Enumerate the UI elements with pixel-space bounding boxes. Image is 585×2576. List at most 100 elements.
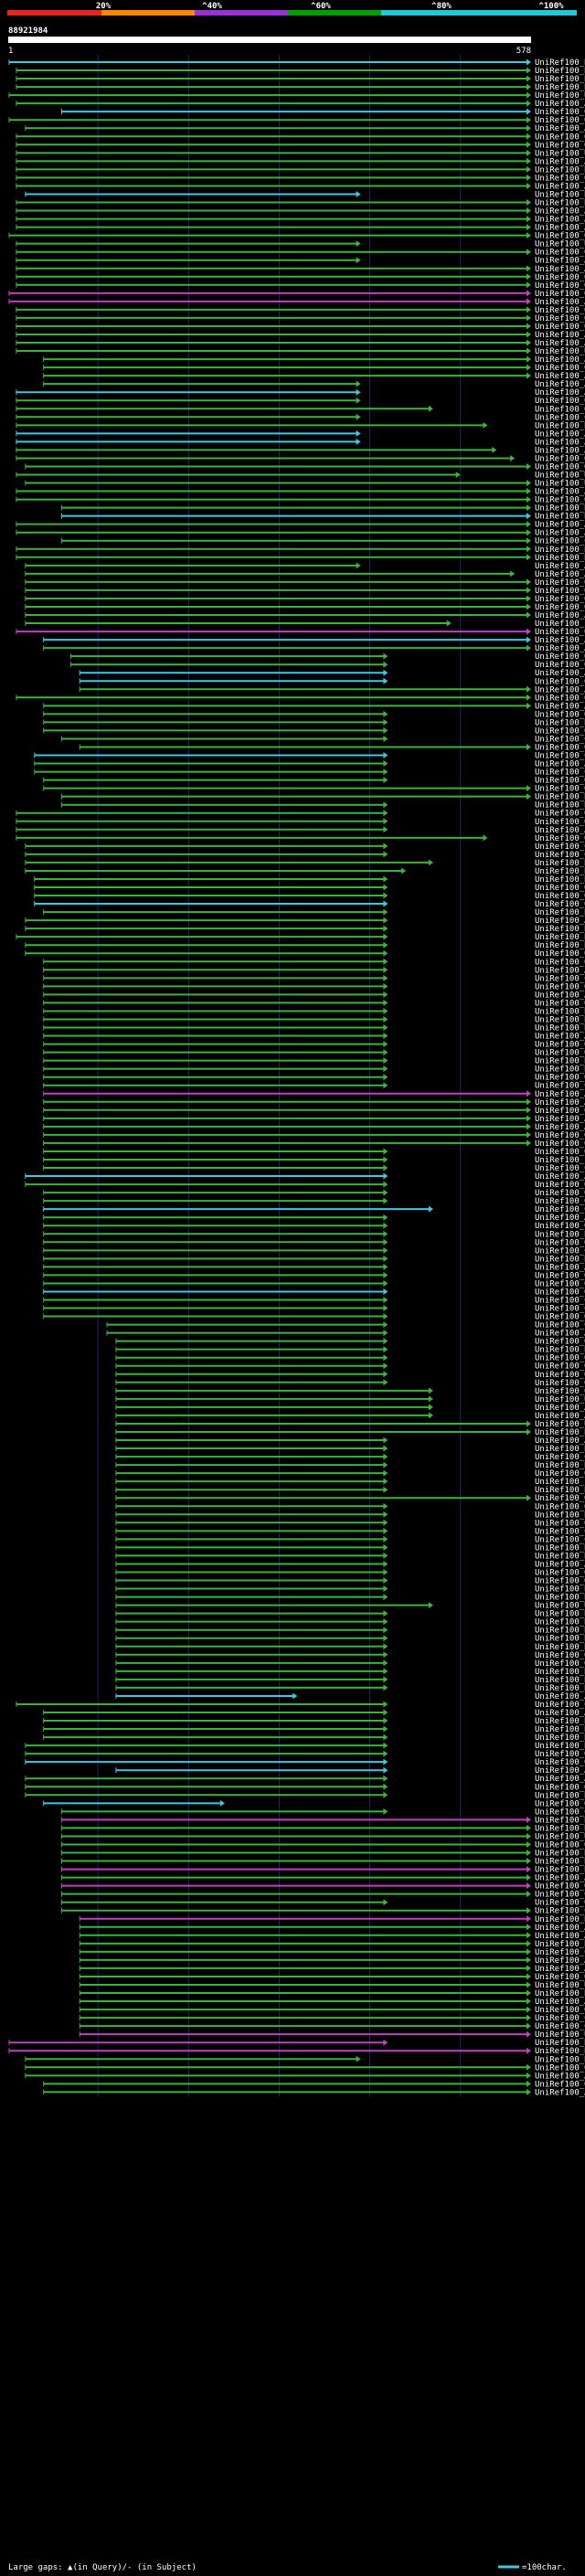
hit-row[interactable]: UniRef100_A9RW87 xyxy=(16,388,585,398)
hit-row[interactable]: UniRef100_A2Z9U8 xyxy=(115,1436,585,1446)
hit-row[interactable]: UniRef100_C6TBD2 xyxy=(16,413,585,422)
hit-label[interactable]: UniRef100_A5C9F3 xyxy=(535,488,585,497)
hit-row[interactable]: UniRef100_A2X8E0 xyxy=(79,669,585,678)
hit-label[interactable]: UniRef100_UPI000... xyxy=(535,240,585,249)
hit-label[interactable]: UniRef100_Q9LS33 xyxy=(535,323,585,332)
hit-row[interactable]: UniRef100_Q9LWB0 xyxy=(16,694,585,703)
hit-row[interactable]: UniRef100_B6TNC5 xyxy=(43,1024,585,1034)
hit-label[interactable]: UniRef100_C6THW5 xyxy=(535,843,585,852)
hit-row[interactable]: UniRef100_Q5ZWN7 xyxy=(115,1371,585,1380)
hit-row[interactable]: UniRef100_P46668 xyxy=(25,620,585,629)
hit-row[interactable]: UniRef100_B6U539 xyxy=(79,1989,585,1998)
hit-label[interactable]: UniRef100_B7FTH6 xyxy=(535,1445,585,1454)
hit-row[interactable]: UniRef100_A2XZQ1 xyxy=(79,1924,585,1933)
hit-row[interactable]: UniRef100_A3BDB1 xyxy=(115,1766,585,1776)
hit-label[interactable]: UniRef100_A9U262 xyxy=(535,339,585,348)
hit-row[interactable]: UniRef100_Q9SP47 xyxy=(16,174,585,183)
hit-label[interactable]: UniRef100_Q94LU1 xyxy=(535,628,585,637)
hit-row[interactable]: UniRef100_UPI000... xyxy=(16,149,585,158)
hit-label[interactable]: UniRef100_Q6K498 xyxy=(535,603,585,612)
hit-row[interactable]: UniRef100_B7FK22 xyxy=(8,58,585,68)
hit-row[interactable]: UniRef100_B9IJW4 xyxy=(25,867,585,876)
hit-label[interactable]: UniRef100_Q39945 xyxy=(535,1799,585,1808)
hit-label[interactable]: UniRef100_Q1KSS6 xyxy=(535,710,585,719)
hit-label[interactable]: UniRef100_Q9LS31 xyxy=(535,273,585,282)
hit-row[interactable]: UniRef100_B4FLB1 xyxy=(60,801,585,811)
hit-label[interactable]: UniRef100_C6T7V9 xyxy=(535,1297,585,1306)
hit-row[interactable]: UniRef100_B9IES0 xyxy=(16,67,585,76)
hit-label[interactable]: UniRef100_Q43428 xyxy=(535,1197,585,1206)
hit-label[interactable]: UniRef100_Q8LAT6 xyxy=(535,834,585,843)
hit-label[interactable]: UniRef100_C6T6X6 xyxy=(535,1535,585,1544)
hit-row[interactable]: UniRef100_A2YBL7 xyxy=(25,2072,585,2081)
hit-label[interactable]: UniRef100_A9S8K5 xyxy=(535,298,585,307)
hit-row[interactable]: UniRef100_Q8L8F9 xyxy=(16,496,585,505)
hit-row[interactable]: UniRef100_Q2VZV1 xyxy=(43,1148,585,1157)
hit-row[interactable]: UniRef100_B6QHN3 xyxy=(60,513,585,522)
hit-label[interactable]: UniRef100_A2XDD6 xyxy=(535,1214,585,1223)
hit-label[interactable]: UniRef100_C9PHE8 xyxy=(535,537,585,546)
hit-row[interactable]: UniRef100_B9RUQ2 xyxy=(25,925,585,934)
hit-row[interactable]: UniRef100_Q93XW5 xyxy=(16,306,585,315)
hit-row[interactable]: UniRef100_A9R547 xyxy=(16,216,585,225)
hit-label[interactable]: UniRef100_A3C4J9 xyxy=(535,1330,585,1339)
hit-row[interactable]: UniRef100_C4J8N7 xyxy=(43,1082,585,1091)
hit-row[interactable]: UniRef100_A7QJ59 xyxy=(79,1998,585,2007)
hit-row[interactable]: UniRef100_B9SYE1 xyxy=(115,1461,585,1470)
hit-row[interactable]: UniRef100_A9RHT9 xyxy=(43,702,585,711)
hit-row[interactable]: UniRef100_Q6YWR4 xyxy=(69,661,585,670)
hit-row[interactable]: UniRef100_B9IRL8 xyxy=(25,2055,585,2064)
hit-label[interactable]: UniRef100_B9H4Q5 xyxy=(535,908,585,917)
hit-label[interactable]: UniRef100_Q6L4K0 xyxy=(535,892,585,901)
hit-row[interactable]: UniRef100_A7PMB6 xyxy=(16,265,585,274)
hit-label[interactable]: UniRef100_Q9M4Q1 xyxy=(535,743,585,752)
hit-row[interactable]: UniRef100_B6LQ81 xyxy=(115,1552,585,1561)
hit-row[interactable]: UniRef100_B6LQ70 xyxy=(115,1635,585,1644)
hit-row[interactable]: UniRef100_B6TID5 xyxy=(43,1230,585,1239)
hit-label[interactable]: UniRef100_C4J8W1 xyxy=(535,1527,585,1536)
hit-row[interactable]: UniRef100_A9NQH8 xyxy=(43,1090,585,1099)
hit-label[interactable]: UniRef100_A9RDZ7 xyxy=(535,917,585,926)
hit-row[interactable]: UniRef100_B4F1B8 xyxy=(43,718,585,727)
hit-label[interactable]: UniRef100_Q69G85 xyxy=(535,677,585,686)
hit-label[interactable]: UniRef100_A5C5T1 xyxy=(535,100,585,109)
hit-row[interactable]: UniRef100_A9AG74 xyxy=(16,521,585,530)
hit-row[interactable]: UniRef100_C4J8W1 xyxy=(115,1527,585,1536)
hit-row[interactable]: UniRef100_Q9LS30 xyxy=(8,232,585,241)
hit-row[interactable]: UniRef100_B6DEF4 xyxy=(60,1824,585,1833)
hit-row[interactable]: UniRef100_A2XDD6 xyxy=(43,1214,585,1223)
hit-label[interactable]: UniRef100_B8LK34 xyxy=(535,199,585,208)
hit-row[interactable]: UniRef100_B9RPF2 xyxy=(43,1717,585,1726)
hit-row[interactable]: UniRef100_A9RJV0 xyxy=(43,1709,585,1718)
hit-row[interactable]: UniRef100_Q8LAT6 xyxy=(16,834,585,843)
hit-row[interactable]: UniRef100_Q69G85 xyxy=(79,677,585,686)
hit-label[interactable]: UniRef100_B6TDK3 xyxy=(535,1585,585,1595)
hit-row[interactable]: UniRef100_Q9XH88 xyxy=(25,1758,585,1767)
hit-row[interactable]: UniRef100_Q9MBD8 xyxy=(16,405,585,414)
hit-row[interactable]: UniRef100_A9RQ33 xyxy=(25,562,585,571)
hit-label[interactable]: UniRef100_Q6L457 xyxy=(535,900,585,909)
hit-label[interactable]: UniRef100_B6TNC5 xyxy=(535,1024,585,1034)
hit-label[interactable]: UniRef100_Q0IL75 xyxy=(535,1519,585,1528)
hit-row[interactable]: UniRef100_B8BGJ1 xyxy=(115,1428,585,1437)
hit-label[interactable]: UniRef100_Q1SN34 xyxy=(535,1659,585,1669)
hit-label[interactable]: UniRef100_A7Q1L6 xyxy=(535,124,585,133)
hit-row[interactable]: UniRef100_B9GK74 xyxy=(79,1940,585,1949)
hit-label[interactable]: UniRef100_B6TID5 xyxy=(535,1230,585,1239)
hit-row[interactable]: UniRef100_B9RU01 xyxy=(16,421,585,430)
hit-label[interactable]: UniRef100_A3C474 xyxy=(535,1692,585,1701)
hit-row[interactable]: UniRef100_Q43426 xyxy=(16,249,585,258)
hit-label[interactable]: UniRef100_Q8H1X5 xyxy=(535,1131,585,1140)
hit-label[interactable]: UniRef100_C5X8Z2 xyxy=(535,1305,585,1314)
hit-label[interactable]: UniRef100_A2X4M9 xyxy=(535,991,585,1000)
hit-row[interactable]: UniRef100_A5C9F3 xyxy=(16,488,585,497)
hit-label[interactable]: UniRef100_Q10R58 xyxy=(535,810,585,819)
hit-label[interactable]: UniRef100_Q9SP47 xyxy=(535,174,585,183)
hit-label[interactable]: UniRef100_Q9LS32 xyxy=(535,290,585,299)
hit-label[interactable]: UniRef100_A9P5D8 xyxy=(535,1965,585,1974)
hit-row[interactable]: UniRef100_Q87C87 xyxy=(25,462,585,472)
hit-label[interactable]: UniRef100_A2XDD8 xyxy=(535,826,585,835)
hit-row[interactable]: UniRef100_Q5LVR0 xyxy=(79,2006,585,2015)
hit-row[interactable]: UniRef100_B9H4Q5 xyxy=(43,908,585,917)
hit-row[interactable]: UniRef100_C6THW5 xyxy=(25,843,585,852)
